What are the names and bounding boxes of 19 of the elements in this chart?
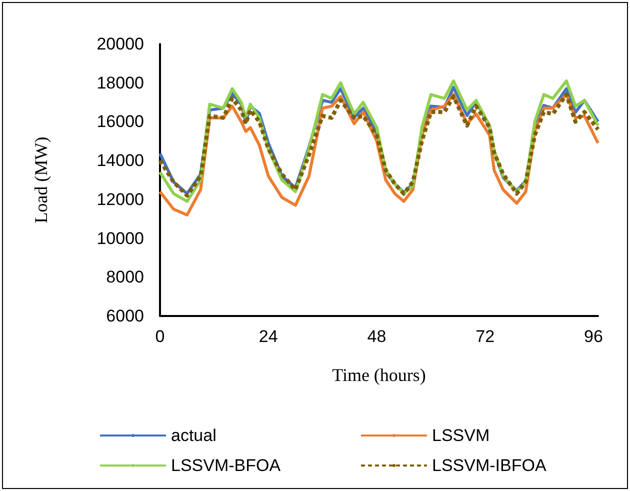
legend-label: LSSVM-BFOA [171,456,282,475]
x-axis-title: Time (hours) [332,365,426,385]
legend-label: actual [171,426,216,445]
x-tick-label: 48 [367,327,386,346]
y-tick-label: 12000 [96,190,144,209]
x-tick-label: 24 [258,327,278,346]
y-tick-label: 18000 [96,73,144,92]
x-tick-label: 72 [476,327,495,346]
legend-label: LSSVM [432,426,490,445]
y-tick-label: 20000 [96,34,144,54]
x-tick-label: 0 [155,327,165,346]
legend-label: LSSVM-IBFOA [432,456,547,475]
y-axis-title: Load (MW) [31,136,51,224]
x-tick-label: 96 [584,327,603,346]
y-tick-label: 8000 [106,268,144,287]
y-tick-label: 6000 [106,306,144,326]
y-tick-label: 10000 [96,228,144,248]
y-tick-label: 14000 [96,151,144,170]
y-tick-label: 16000 [96,112,144,132]
